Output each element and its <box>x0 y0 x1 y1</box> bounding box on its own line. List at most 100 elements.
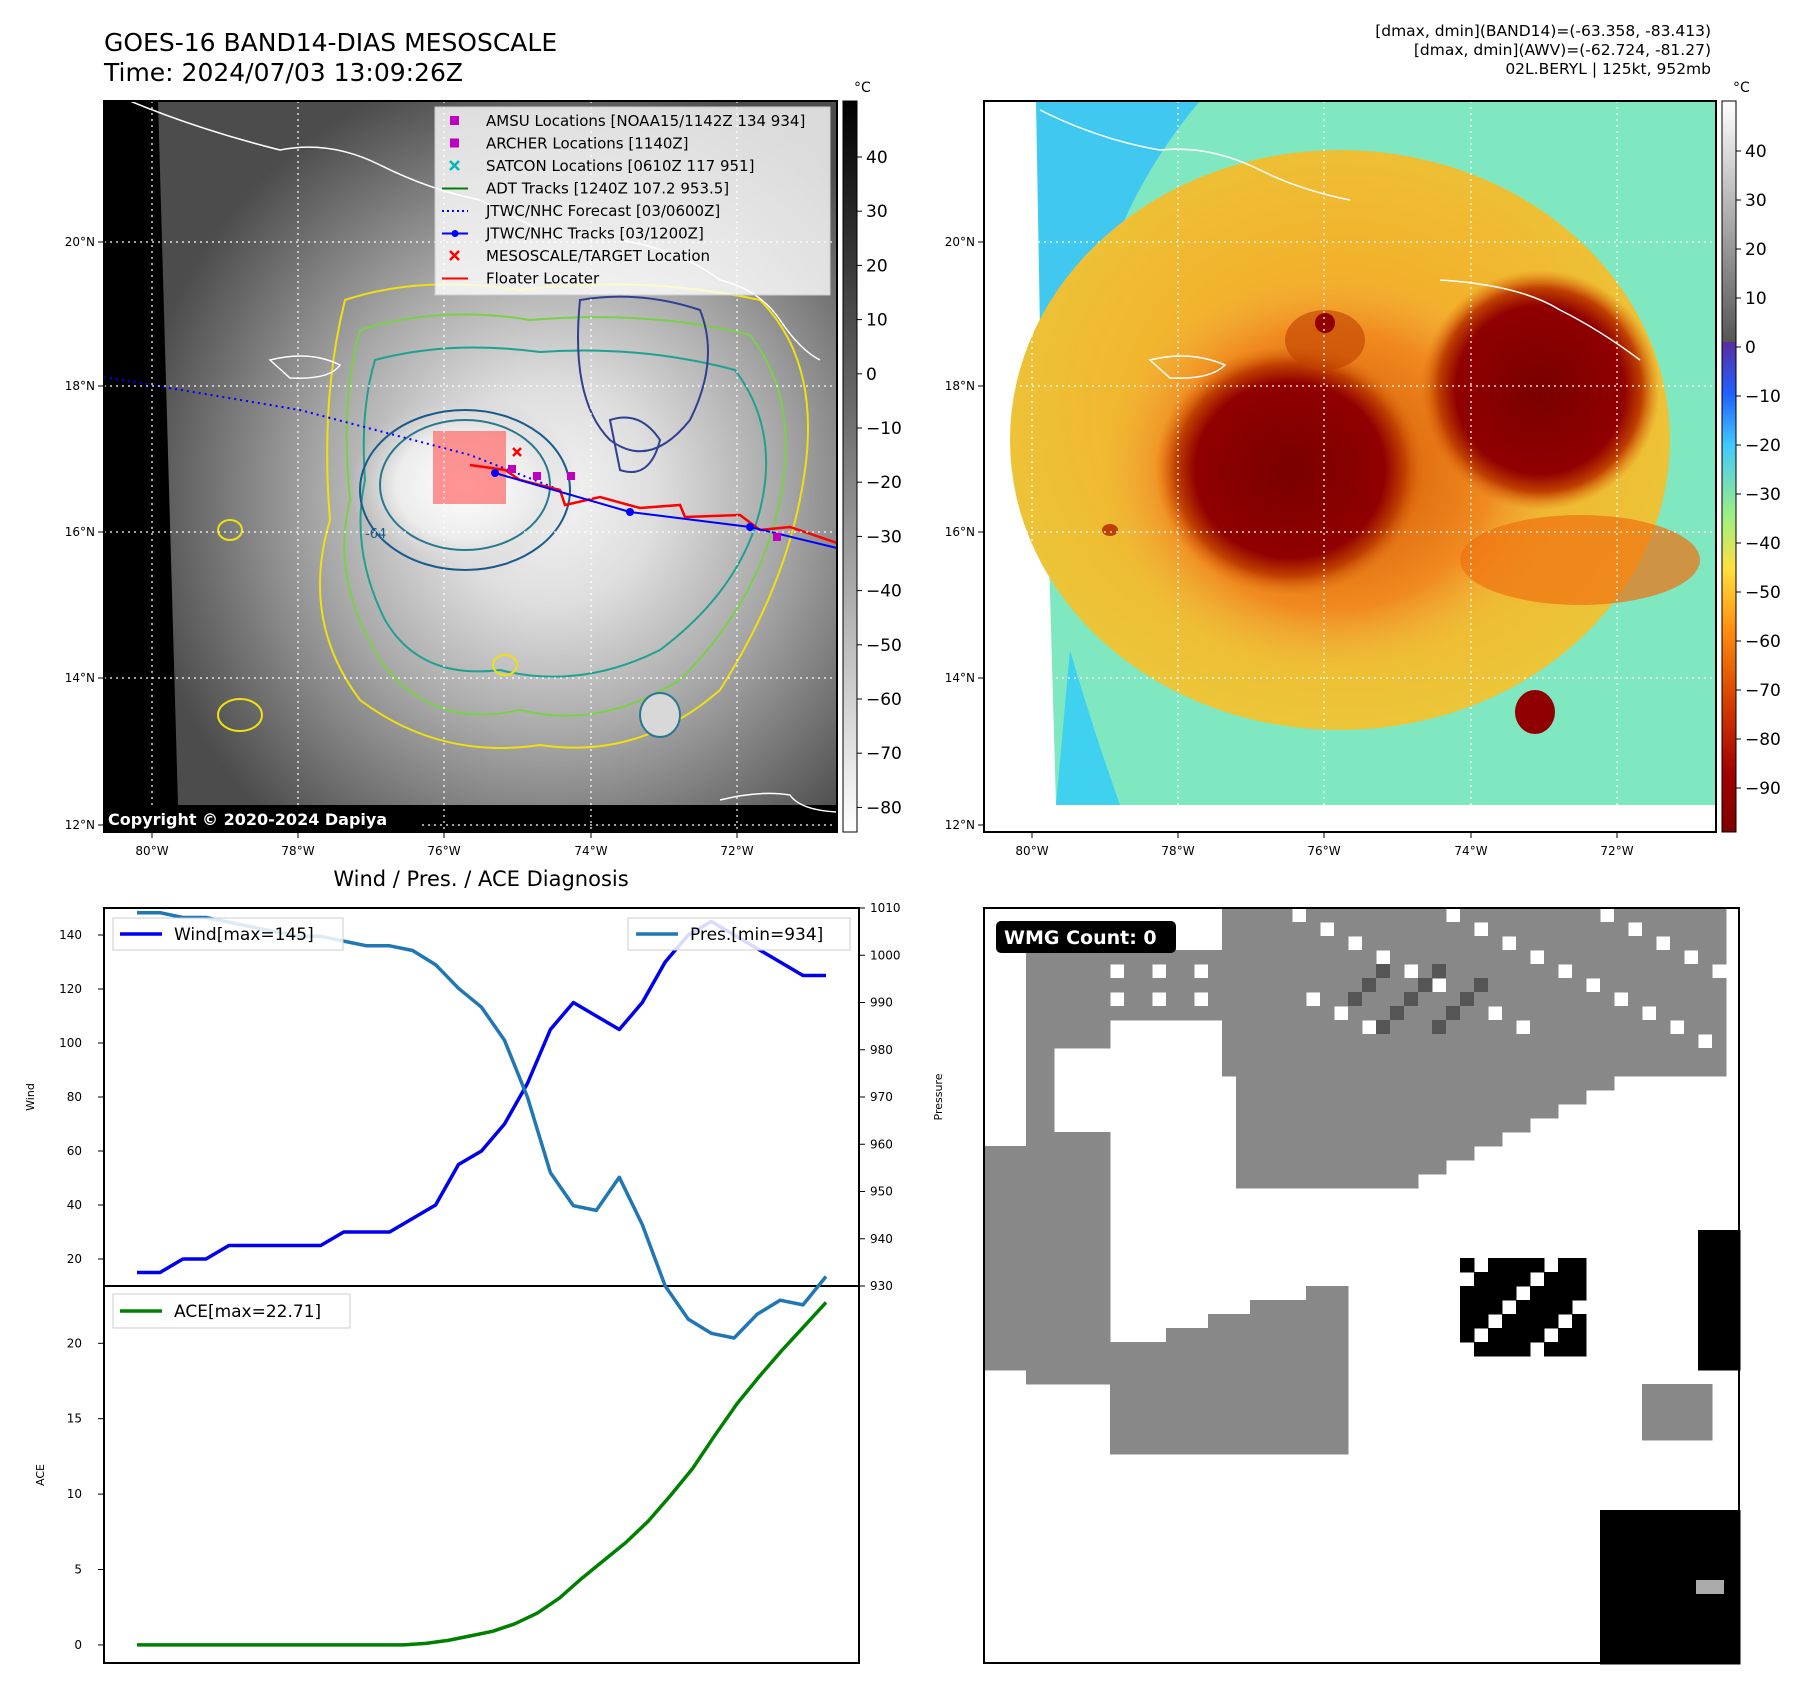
wind-legend-text: Wind[max=145] <box>174 925 314 945</box>
gray-colorbar-tick: −50 <box>866 636 902 656</box>
series-line <box>137 1301 828 1647</box>
color-colorbar-tick: −30 <box>1745 485 1781 505</box>
gray-colorbar-tick: −10 <box>866 419 902 439</box>
diagnosis-panel: Wind / Pres. / ACE Diagnosis Wind Pressu… <box>24 867 945 1664</box>
gray-colorbar-tick: −20 <box>866 473 902 493</box>
y-tick-label: 60 <box>67 1144 82 1158</box>
y-tick-label: 140 <box>59 928 82 942</box>
wmg-count-label: WMG Count: 0 <box>1004 927 1157 949</box>
lat-tick-label: 18°N <box>65 379 95 393</box>
y2-tick-label: 980 <box>870 1043 893 1057</box>
color-colorbar-tick: 40 <box>1745 142 1767 162</box>
title-time: Time: 2024/07/03 13:09:26Z <box>104 58 463 87</box>
y-tick-label: 5 <box>74 1563 82 1577</box>
gray-colorbar-tick: 0 <box>866 365 877 385</box>
pressure-legend-text: Pres.[min=934] <box>690 925 823 945</box>
gray-colorbar-tick: −30 <box>866 527 902 547</box>
y-tick-label: 80 <box>67 1090 82 1104</box>
ace-legend: ACE[max=22.71] <box>112 1293 351 1329</box>
color-map-axis-ticks: 80°W 78°W 76°W 74°W 72°W 20°N 18°N 16°N 14°N 12°N <box>945 235 1634 858</box>
gray-colorbar-ticks: 40 30 20 10 0 −10 −20 −30 −40 −50 −60 −70 −80 <box>857 148 902 818</box>
wmg-panel: WMG Count: 0 <box>983 907 1741 1665</box>
storm-info: [dmax, dmin](BAND14)=(-63.358, -83.413) … <box>1375 22 1711 79</box>
color-colorbar-tick: −10 <box>1745 387 1781 407</box>
pressure-axis-ticks: 930 940 950 960 970 980 990 1000 1010 <box>859 901 901 1293</box>
legend-item-label: SATCON Locations [0610Z 117 951] <box>486 157 754 175</box>
lat-tick-label: 20°N <box>65 235 95 249</box>
y2-tick-label: 930 <box>870 1279 893 1293</box>
legend-item-label: MESOSCALE/TARGET Location <box>486 247 710 265</box>
ace-axis-ticks: 0 5 10 15 20 <box>67 1336 104 1652</box>
y2-tick-label: 960 <box>870 1137 893 1151</box>
gray-colorbar-tick: 10 <box>866 311 888 331</box>
info-band14: [dmax, dmin](BAND14)=(-63.358, -83.413) <box>1375 22 1711 40</box>
y-tick-label: 40 <box>67 1198 82 1212</box>
lon-tick-label: 76°W <box>427 844 460 858</box>
gray-colorbar <box>842 100 858 833</box>
y2-tick-label: 970 <box>870 1090 893 1104</box>
y-tick-label: 10 <box>67 1487 82 1501</box>
info-awv: [dmax, dmin](AWV)=(-62.724, -81.27) <box>1413 41 1711 59</box>
y-tick-label: 120 <box>59 982 82 996</box>
title-product: GOES-16 BAND14-DIAS MESOSCALE <box>104 28 558 57</box>
lon-tick-label: 76°W <box>1307 844 1340 858</box>
contour-label: -64 <box>365 527 386 542</box>
info-storm: 02L.BERYL | 125kt, 952mb <box>1505 60 1711 78</box>
gray-colorbar-unit: °C <box>854 80 871 96</box>
wind-ylabel: Wind <box>24 1083 37 1111</box>
gray-colorbar-tick: 40 <box>866 148 888 168</box>
legend-item: AMSU Locations [NOAA15/1142Z 134 934] <box>450 112 805 130</box>
gray-colorbar-tick: −60 <box>866 690 902 710</box>
figure-title: GOES-16 BAND14-DIAS MESOSCALE Time: 2024… <box>104 28 557 88</box>
gray-map-axis-ticks: 80°W 78°W 76°W 74°W 72°W 20°N 18°N 16°N 14°N 12°N <box>65 235 754 858</box>
legend-item: JTWC/NHC Forecast [03/0600Z] <box>442 202 720 220</box>
y2-tick-label: 990 <box>870 996 893 1010</box>
ace-legend-text: ACE[max=22.71] <box>174 1302 321 1322</box>
map-legend: AMSU Locations [NOAA15/1142Z 134 934] ARC… <box>442 112 805 288</box>
ace-series <box>137 1301 828 1647</box>
lon-tick-label: 78°W <box>281 844 314 858</box>
legend-item-label: ADT Tracks [1240Z 107.2 953.5] <box>486 180 729 198</box>
lon-tick-label: 80°W <box>135 844 168 858</box>
y2-tick-label: 1000 <box>870 948 901 962</box>
legend-item-label: Floater Locater <box>486 270 600 288</box>
legend-item-label: AMSU Locations [NOAA15/1142Z 134 934] <box>486 112 805 130</box>
y-tick-label: 20 <box>67 1336 82 1350</box>
legend-item: ARCHER Locations [1140Z] <box>450 135 689 153</box>
lat-tick-label: 16°N <box>945 525 975 539</box>
lat-tick-label: 12°N <box>945 818 975 832</box>
wmg-badge <box>996 921 1176 953</box>
gray-colorbar-tick: 30 <box>866 202 888 222</box>
color-colorbar-tick: −70 <box>1745 681 1781 701</box>
diagnosis-title: Wind / Pres. / ACE Diagnosis <box>333 867 628 891</box>
lat-tick-label: 14°N <box>65 671 95 685</box>
color-colorbar-tick: −90 <box>1745 779 1781 799</box>
gray-colorbar-tick: −80 <box>866 798 902 818</box>
legend-item-label: JTWC/NHC Forecast [03/0600Z] <box>485 202 720 220</box>
color-colorbar-tick: −50 <box>1745 583 1781 603</box>
color-colorbar-tick: −40 <box>1745 534 1781 554</box>
wind-legend: Wind[max=145] <box>112 917 344 951</box>
color-colorbar-tick: 0 <box>1745 338 1756 358</box>
color-colorbar-tick: −60 <box>1745 632 1781 652</box>
legend-item: ADT Tracks [1240Z 107.2 953.5] <box>442 180 729 198</box>
legend-item: SATCON Locations [0610Z 117 951] <box>449 157 754 175</box>
copyright-text: Copyright © 2020-2024 Dapiya <box>108 810 387 829</box>
ace-ylabel: ACE <box>34 1464 47 1486</box>
wind-axis-ticks: 20 40 60 80 100 120 140 <box>59 928 104 1266</box>
color-colorbar-tick: 20 <box>1745 240 1767 260</box>
y-tick-label: 0 <box>74 1638 82 1652</box>
lon-tick-label: 74°W <box>1454 844 1487 858</box>
legend-item: Floater Locater <box>442 270 600 288</box>
legend-item-label: JTWC/NHC Tracks [03/1200Z] <box>485 225 704 243</box>
color-colorbar-tick: −80 <box>1745 730 1781 750</box>
lon-tick-label: 78°W <box>1161 844 1194 858</box>
gray-colorbar-tick: 20 <box>866 256 888 276</box>
y2-tick-label: 950 <box>870 1185 893 1199</box>
color-colorbar-unit: °C <box>1733 80 1750 96</box>
color-colorbar <box>1721 100 1737 833</box>
lon-tick-label: 72°W <box>1600 844 1633 858</box>
lon-tick-label: 80°W <box>1015 844 1048 858</box>
wmg-grid <box>984 908 1741 1665</box>
